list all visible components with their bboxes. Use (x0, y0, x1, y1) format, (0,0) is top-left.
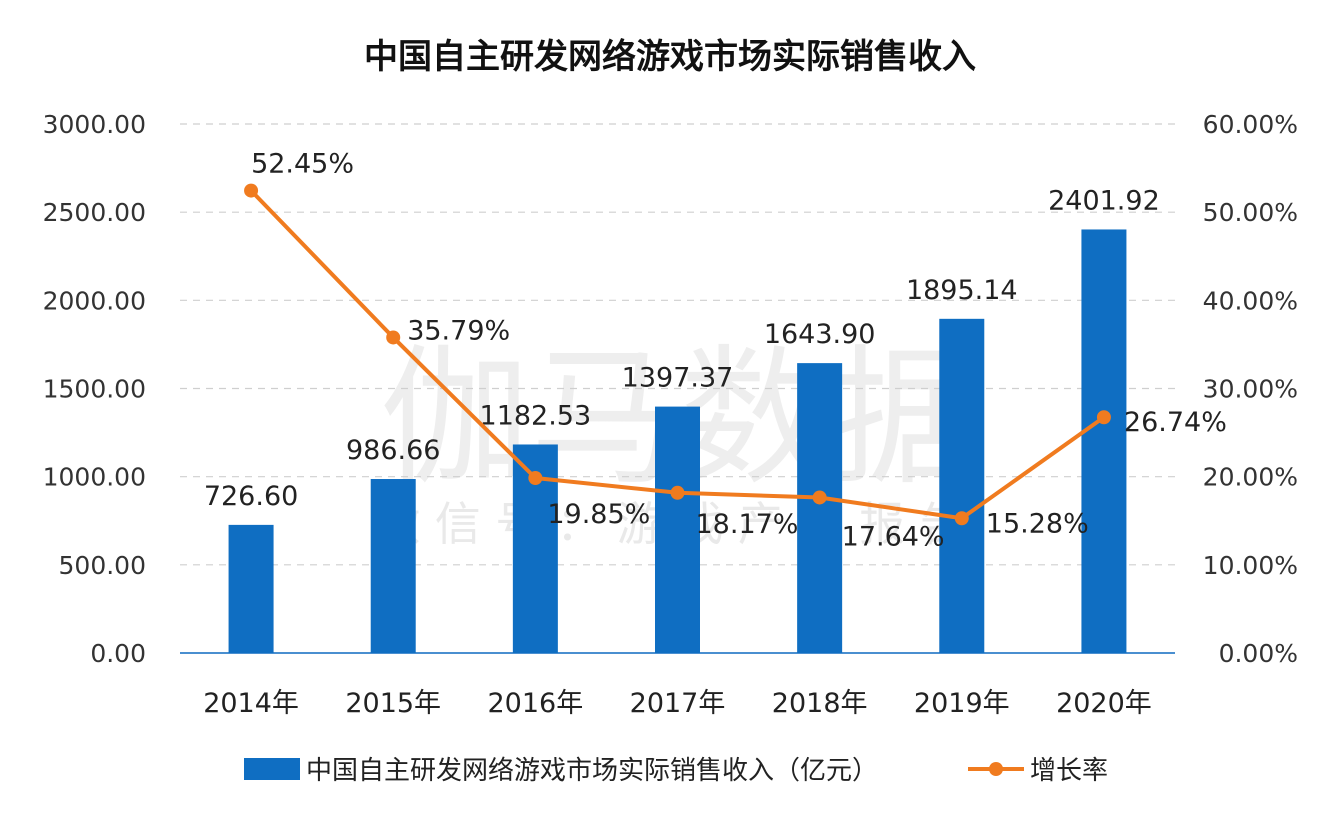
growth-value-label: 17.64% (842, 521, 945, 552)
bar (228, 524, 274, 653)
right-axis-ticks: 0.00% 10.00% 20.00% 30.00% 40.00% 50.00% 60.00… (1203, 110, 1298, 668)
growth-point (812, 490, 827, 505)
bar (655, 406, 700, 653)
growth-line-series (244, 183, 1111, 526)
bar-series (228, 229, 1127, 654)
bar-value-label: 986.66 (346, 435, 440, 466)
x-tick-label: 2017年 (630, 688, 726, 719)
bar (797, 363, 843, 653)
left-tick-label: 2500.00 (43, 198, 146, 227)
x-axis-ticks: 2014年 2015年 2016年 2017年 2018年 2019年 2020年 (203, 688, 1152, 719)
right-tick-label: 50.00% (1203, 198, 1298, 227)
bar-value-label: 1397.37 (622, 363, 734, 394)
right-tick-label: 40.00% (1203, 286, 1298, 315)
right-tick-label: 30.00% (1203, 375, 1298, 404)
x-tick-label: 2016年 (487, 688, 583, 719)
growth-value-label: 26.74% (1124, 407, 1227, 438)
right-tick-label: 60.00% (1203, 110, 1298, 139)
left-tick-label: 1000.00 (43, 463, 146, 492)
right-tick-label: 0.00% (1219, 639, 1298, 668)
bar-labels: 726.60 986.66 1182.53 1397.37 1643.90 1895.14… (204, 185, 1160, 511)
left-tick-label: 500.00 (59, 551, 146, 580)
growth-value-label: 52.45% (251, 149, 354, 180)
bar-value-label: 1182.53 (480, 400, 592, 431)
growth-value-label: 19.85% (547, 499, 650, 530)
growth-point (954, 511, 969, 526)
bar-value-label: 1643.90 (764, 319, 876, 350)
growth-point (1096, 410, 1111, 425)
right-tick-label: 10.00% (1203, 551, 1298, 580)
legend-bar-swatch (244, 758, 300, 780)
growth-labels: 52.45% 35.79% 19.85% 18.17% 17.64% 15.28% 26.7… (251, 149, 1227, 553)
bar (1081, 229, 1127, 654)
growth-value-label: 15.28% (986, 508, 1089, 539)
growth-value-label: 18.17% (696, 509, 799, 540)
growth-value-label: 35.79% (407, 315, 510, 346)
left-tick-label: 1500.00 (43, 375, 146, 404)
legend-bar-label: 中国自主研发网络游戏市场实际销售收入（亿元） (306, 756, 878, 786)
bar-value-label: 2401.92 (1048, 185, 1160, 216)
growth-point (244, 183, 259, 198)
legend-line-marker (989, 762, 1003, 776)
legend-line-label: 增长率 (1030, 756, 1108, 786)
bar (939, 318, 985, 653)
growth-point (386, 330, 401, 345)
left-axis-ticks: 0.00 500.00 1000.00 1500.00 2000.00 2500.00 30… (43, 110, 146, 668)
bar (370, 479, 416, 653)
growth-point (528, 470, 543, 485)
right-tick-label: 20.00% (1203, 463, 1298, 492)
chart-title: 中国自主研发网络游戏市场实际销售收入 (364, 37, 976, 77)
left-tick-label: 2000.00 (43, 286, 146, 315)
left-tick-label: 0.00 (90, 639, 146, 668)
x-tick-label: 2020年 (1056, 688, 1152, 719)
x-tick-label: 2015年 (345, 688, 441, 719)
x-tick-label: 2018年 (772, 688, 868, 719)
left-tick-label: 3000.00 (43, 110, 146, 139)
x-tick-label: 2014年 (203, 688, 299, 719)
bar-value-label: 726.60 (204, 481, 298, 512)
x-tick-label: 2019年 (914, 688, 1010, 719)
legend: 中国自主研发网络游戏市场实际销售收入（亿元） 增长率 (244, 756, 1108, 786)
growth-point (670, 485, 685, 500)
bar-value-label: 1895.14 (906, 275, 1018, 306)
